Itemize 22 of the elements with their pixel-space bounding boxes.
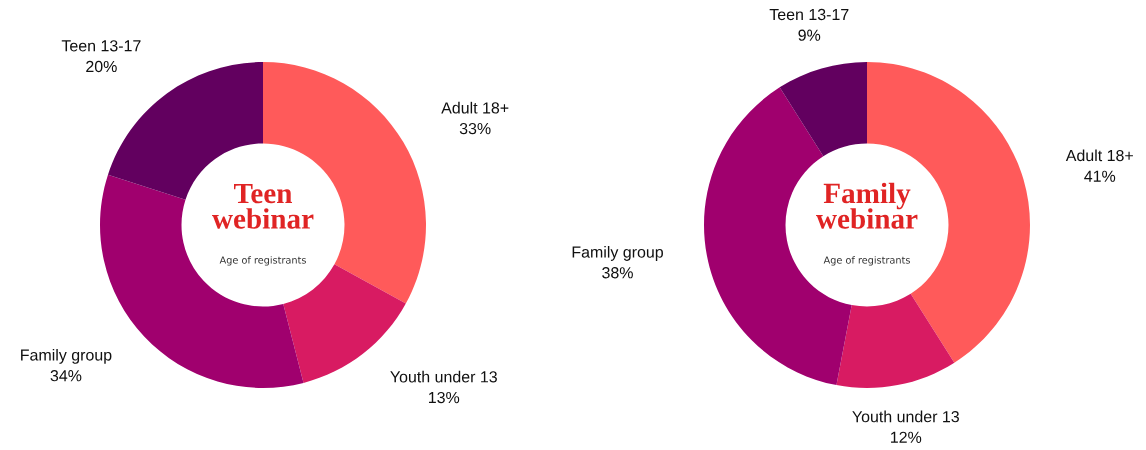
- text: Family webinar: [816, 182, 918, 229]
- slice-label: Adult 18+: [1065, 149, 1133, 162]
- slice-label: Teen 13-17: [61, 40, 141, 52]
- data-label: 20%: [86, 60, 117, 73]
- data-label: 9%: [798, 29, 821, 41]
- text: Age of registrants: [823, 256, 910, 266]
- data-label: 38%: [602, 267, 633, 279]
- slice-label: Teen 13-17: [769, 8, 849, 21]
- data-label: 12%: [891, 431, 922, 443]
- slice-label: Family group: [572, 246, 663, 261]
- data-label: 13%: [428, 391, 460, 404]
- donut-slice: [836, 293, 955, 388]
- slice-label: Youth under 13: [390, 370, 497, 383]
- data-label: 33%: [459, 122, 491, 135]
- text: Age of registrants: [219, 256, 306, 266]
- slice-label: Adult 18+: [441, 101, 509, 114]
- data-label: 34%: [50, 370, 82, 382]
- donut-slice: [779, 62, 867, 157]
- data-label: 41%: [1084, 170, 1116, 182]
- slice-label: Youth under 13: [852, 410, 959, 423]
- text: Teen webinar: [212, 183, 314, 229]
- slice-label: Family group: [21, 348, 112, 364]
